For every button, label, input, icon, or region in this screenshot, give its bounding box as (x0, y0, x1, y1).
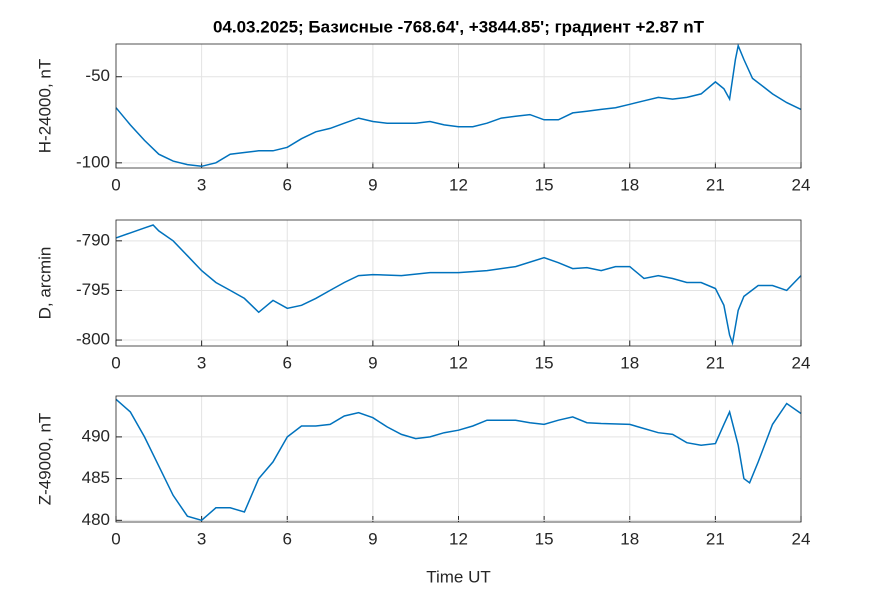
x-tick-label: 3 (197, 529, 206, 548)
x-tick-label: 0 (111, 353, 120, 372)
axes-box (115, 43, 802, 169)
y-tick-label: -100 (76, 152, 110, 171)
y-tick-label: -800 (76, 330, 110, 349)
y-axis-label: D, arcmin (35, 247, 54, 320)
x-tick-label: 12 (449, 175, 468, 194)
y-tick-label: 490 (82, 426, 110, 445)
x-tick-label: 6 (283, 353, 292, 372)
chart-title: 04.03.2025; Базисные -768.64', +3844.85'… (213, 17, 705, 36)
x-tick-label: 24 (792, 529, 811, 548)
x-tick-label: 12 (449, 353, 468, 372)
x-tick-label: 24 (792, 175, 811, 194)
y-tick-label: 480 (82, 510, 110, 529)
data-line (115, 43, 802, 168)
x-tick-label: 6 (283, 175, 292, 194)
y-axis-label: H-24000, nT (35, 59, 54, 154)
x-tick-label: 21 (706, 529, 725, 548)
x-tick-label: 9 (368, 353, 377, 372)
x-tick-label: 6 (283, 529, 292, 548)
y-axis-label: Z-49000, nT (35, 413, 54, 506)
x-tick-label: 18 (620, 529, 639, 548)
x-tick-label: 0 (111, 175, 120, 194)
data-line (115, 224, 802, 346)
data-line (115, 398, 802, 522)
x-tick-label: 3 (197, 175, 206, 194)
x-axis-label: Time UT (426, 567, 491, 586)
x-tick-label: 24 (792, 353, 811, 372)
x-tick-label: 18 (620, 175, 639, 194)
x-tick-label: 18 (620, 353, 639, 372)
y-tick-label: -50 (85, 66, 110, 85)
x-tick-label: 12 (449, 529, 468, 548)
x-tick-label: 0 (111, 529, 120, 548)
y-tick-label: -795 (76, 280, 110, 299)
axes-box (115, 395, 802, 523)
x-tick-label: 15 (535, 529, 554, 548)
x-tick-label: 9 (368, 529, 377, 548)
x-tick-label: 9 (368, 175, 377, 194)
x-tick-label: 15 (535, 353, 554, 372)
x-tick-label: 21 (706, 175, 725, 194)
x-tick-label: 15 (535, 175, 554, 194)
x-tick-label: 21 (706, 353, 725, 372)
y-tick-label: 485 (82, 468, 110, 487)
x-tick-label: 3 (197, 353, 206, 372)
y-tick-label: -790 (76, 230, 110, 249)
axes-box (115, 219, 802, 347)
